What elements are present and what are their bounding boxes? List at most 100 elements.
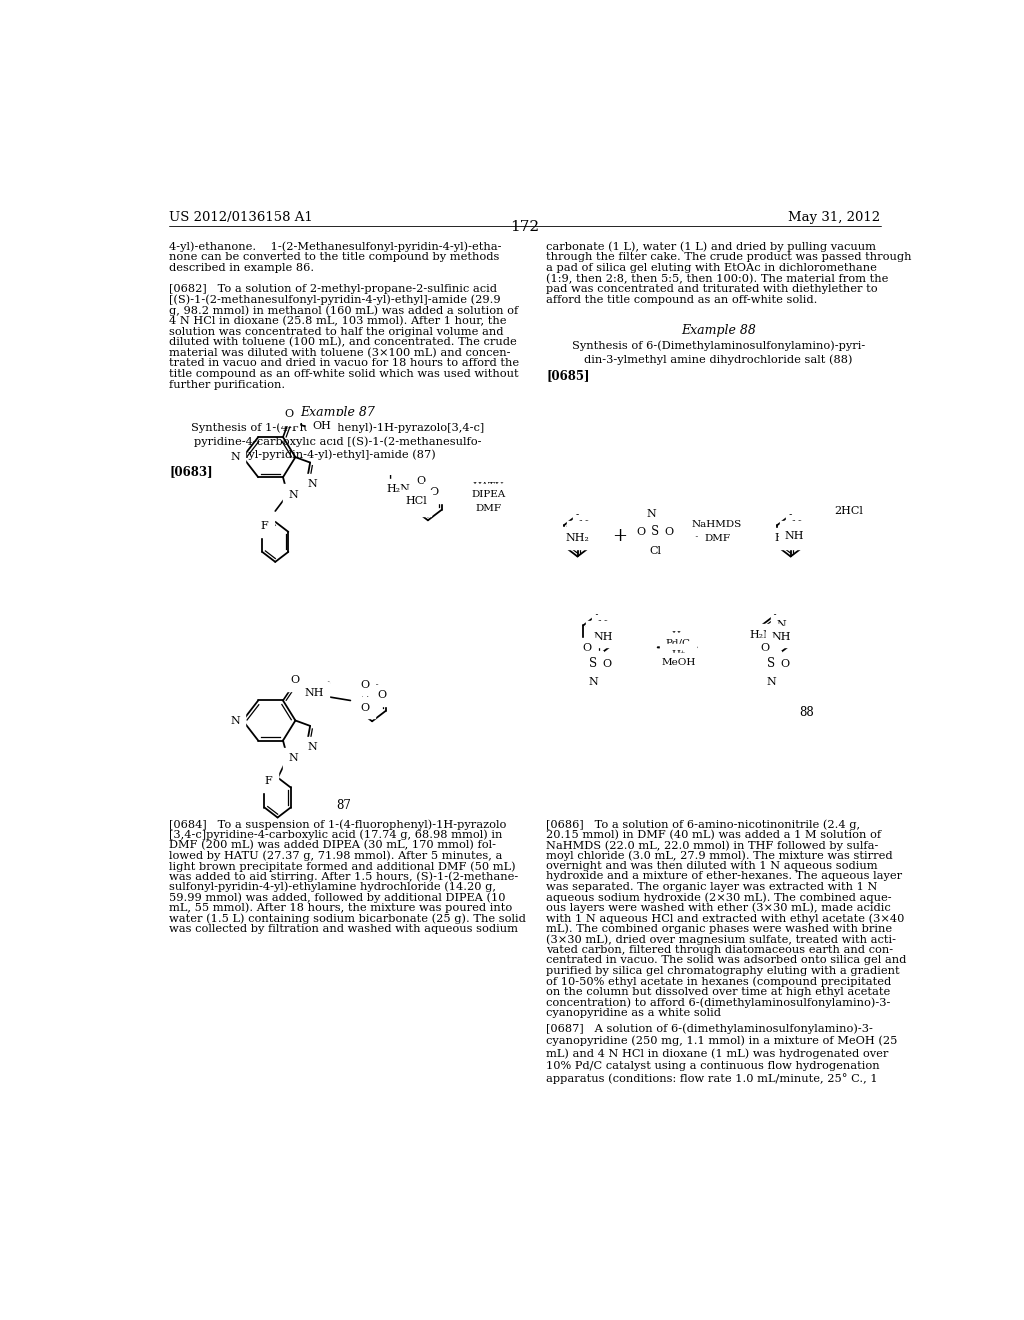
Text: mL) and 4 N HCl in dioxane (1 mL) was hydrogenated over: mL) and 4 N HCl in dioxane (1 mL) was hy… [547, 1048, 889, 1059]
Text: [0686]   To a solution of 6-amino-nicotinonitrile (2.4 g,: [0686] To a solution of 6-amino-nicotino… [547, 818, 860, 830]
Text: apparatus (conditions: flow rate 1.0 mL/minute, 25° C., 1: apparatus (conditions: flow rate 1.0 mL/… [547, 1073, 879, 1085]
Text: Synthesis of 6-(Dimethylaminosulfonylamino)-pyri-: Synthesis of 6-(Dimethylaminosulfonylami… [572, 341, 865, 351]
Text: trated in vacuo and dried in vacuo for 18 hours to afford the: trated in vacuo and dried in vacuo for 1… [169, 359, 519, 368]
Text: moyl chloride (3.0 mL, 27.9 mmol). The mixture was stirred: moyl chloride (3.0 mL, 27.9 mmol). The m… [547, 850, 893, 861]
Text: described in example 86.: described in example 86. [169, 263, 314, 273]
Text: N: N [307, 479, 317, 490]
Text: through the filter cake. The crude product was passed through: through the filter cake. The crude produ… [547, 252, 912, 263]
Text: vated carbon, filtered through diatomaceous earth and con-: vated carbon, filtered through diatomace… [547, 945, 894, 954]
Text: none can be converted to the title compound by methods: none can be converted to the title compo… [169, 252, 500, 263]
Text: diluted with toluene (100 mL), and concentrated. The crude: diluted with toluene (100 mL), and conce… [169, 337, 517, 347]
Text: was separated. The organic layer was extracted with 1 N: was separated. The organic layer was ext… [547, 882, 878, 892]
Text: O: O [416, 500, 425, 511]
Text: S: S [417, 486, 425, 499]
Text: pad was concentrated and triturated with diethylether to: pad was concentrated and triturated with… [547, 284, 879, 294]
Text: DMF: DMF [705, 535, 730, 544]
Text: sulfonyl-pyridin-4-yl)-ethylamine hydrochloride (14.20 g,: sulfonyl-pyridin-4-yl)-ethylamine hydroc… [169, 882, 496, 892]
Text: F: F [264, 776, 272, 787]
Text: DMF (200 mL) was added DIPEA (30 mL, 170 mmol) fol-: DMF (200 mL) was added DIPEA (30 mL, 170… [169, 840, 496, 850]
Text: solution was concentrated to half the original volume and: solution was concentrated to half the or… [169, 326, 504, 337]
Text: 87: 87 [336, 799, 351, 812]
Text: May 31, 2012: May 31, 2012 [788, 211, 881, 224]
Text: material was diluted with toluene (3×100 mL) and concen-: material was diluted with toluene (3×100… [169, 348, 511, 358]
Text: [(S)-1-(2-methanesulfonyl-pyridin-4-yl)-ethyl]-amide (29.9: [(S)-1-(2-methanesulfonyl-pyridin-4-yl)-… [169, 294, 501, 305]
Text: a pad of silica gel eluting with EtOAc in dichloromethane: a pad of silica gel eluting with EtOAc i… [547, 263, 878, 273]
Text: [0687]   A solution of 6-(dimethylaminosulfonylamino)-3-: [0687] A solution of 6-(dimethylaminosul… [547, 1023, 873, 1034]
Text: concentration) to afford 6-(dimethylaminosulfonylamino)-3-: concentration) to afford 6-(dimethylamin… [547, 997, 891, 1007]
Text: N: N [288, 754, 298, 763]
Text: +: + [612, 527, 628, 545]
Text: H₂N: H₂N [750, 630, 773, 640]
Text: F: F [260, 521, 268, 532]
Text: N: N [572, 527, 583, 537]
Text: O: O [416, 475, 425, 486]
Text: hydroxide and a mixture of ether-hexanes. The aqueous layer: hydroxide and a mixture of ether-hexanes… [547, 871, 902, 882]
Text: O: O [360, 702, 370, 713]
Text: H₂N: H₂N [387, 484, 411, 494]
Text: NH: NH [784, 531, 804, 541]
Text: mL, 55 mmol). After 18 hours, the mixture was poured into: mL, 55 mmol). After 18 hours, the mixtur… [169, 903, 512, 913]
Text: nyl-pyridin-4-yl)-ethyl]-amide (87): nyl-pyridin-4-yl)-ethyl]-amide (87) [241, 450, 435, 461]
Text: O: O [583, 643, 592, 653]
Text: S: S [589, 657, 597, 671]
Text: Cl: Cl [649, 546, 662, 556]
Text: 59.99 mmol) was added, followed by additional DIPEA (10: 59.99 mmol) was added, followed by addit… [169, 892, 506, 903]
Text: Example 88: Example 88 [681, 325, 756, 338]
Text: [0685]: [0685] [547, 370, 590, 381]
Text: was collected by filtration and washed with aqueous sodium: was collected by filtration and washed w… [169, 924, 518, 933]
Text: O: O [360, 680, 370, 689]
Text: H₂: H₂ [672, 631, 685, 639]
Text: N: N [425, 483, 434, 492]
Text: NH₂: NH₂ [565, 533, 590, 543]
Text: HCl: HCl [406, 496, 427, 506]
Text: O: O [377, 690, 386, 701]
Text: 88: 88 [799, 706, 813, 719]
Text: centrated in vacuo. The solid was adsorbed onto silica gel and: centrated in vacuo. The solid was adsorb… [547, 956, 907, 965]
Text: O: O [602, 659, 611, 668]
Text: NaHMDS: NaHMDS [692, 520, 742, 529]
Text: H₂N: H₂N [774, 533, 799, 544]
Text: 4-yl)-ethanone.    1-(2-Methanesulfonyl-pyridin-4-yl)-etha-: 4-yl)-ethanone. 1-(2-Methanesulfonyl-pyr… [169, 242, 502, 252]
Text: O: O [665, 527, 674, 537]
Text: 2HCl: 2HCl [835, 506, 863, 516]
Text: DMF: DMF [475, 504, 502, 513]
Text: 20.15 mmol) in DMF (40 mL) was added a 1 M solution of: 20.15 mmol) in DMF (40 mL) was added a 1… [547, 829, 882, 840]
Text: N: N [230, 715, 240, 726]
Text: of 10-50% ethyl acetate in hexanes (compound precipitated: of 10-50% ethyl acetate in hexanes (comp… [547, 977, 892, 987]
Text: N: N [592, 627, 602, 638]
Text: O: O [780, 659, 790, 668]
Text: Example 87: Example 87 [301, 407, 376, 420]
Text: with 1 N aqueous HCl and extracted with ethyl acetate (3×40: with 1 N aqueous HCl and extracted with … [547, 913, 905, 924]
Text: N: N [307, 742, 317, 752]
Text: N: N [766, 677, 776, 686]
Text: cyanopyridine as a white solid: cyanopyridine as a white solid [547, 1007, 722, 1018]
Text: N: N [785, 527, 796, 537]
Text: HATU: HATU [472, 482, 504, 491]
Text: O: O [429, 487, 438, 498]
Text: NH: NH [304, 688, 324, 698]
Text: DIPEA: DIPEA [471, 490, 506, 499]
Text: on the column but dissolved over time at high ethyl acetate: on the column but dissolved over time at… [547, 986, 891, 997]
Text: [0683]: [0683] [169, 465, 213, 478]
Text: [0684]   To a suspension of 1-(4-fluorophenyl)-1H-pyrazolo: [0684] To a suspension of 1-(4-fluorophe… [169, 818, 507, 830]
Text: S: S [767, 657, 775, 671]
Text: O: O [285, 409, 294, 418]
Text: pyridine-4-carboxylic acid [(S)-1-(2-methanesulfo-: pyridine-4-carboxylic acid [(S)-1-(2-met… [195, 436, 481, 446]
Text: 4 N HCl in dioxane (25.8 mL, 103 mmol). After 1 hour, the: 4 N HCl in dioxane (25.8 mL, 103 mmol). … [169, 315, 507, 326]
Text: MeOH: MeOH [662, 659, 695, 667]
Text: [0682]   To a solution of 2-methyl-propane-2-sulfinic acid: [0682] To a solution of 2-methyl-propane… [169, 284, 497, 294]
Text: water (1.5 L) containing sodium bicarbonate (25 g). The solid: water (1.5 L) containing sodium bicarbon… [169, 913, 526, 924]
Text: N: N [288, 490, 298, 500]
Text: N: N [792, 520, 802, 531]
Text: title compound as an off-white solid which was used without: title compound as an off-white solid whi… [169, 370, 519, 379]
Text: g, 98.2 mmol) in methanol (160 mL) was added a solution of: g, 98.2 mmol) in methanol (160 mL) was a… [169, 305, 518, 315]
Text: NH: NH [771, 631, 792, 642]
Text: carbonate (1 L), water (1 L) and dried by pulling vacuum: carbonate (1 L), water (1 L) and dried b… [547, 242, 877, 252]
Text: Synthesis of 1-(4-Fluorophenyl)-1H-pyrazolo[3,4-c]: Synthesis of 1-(4-Fluorophenyl)-1H-pyraz… [191, 422, 484, 433]
Text: N: N [579, 520, 588, 531]
Text: N: N [646, 510, 656, 519]
Text: S: S [360, 689, 369, 702]
Text: N: N [230, 453, 240, 462]
Text: N: N [776, 620, 785, 631]
Text: NH: NH [593, 631, 612, 642]
